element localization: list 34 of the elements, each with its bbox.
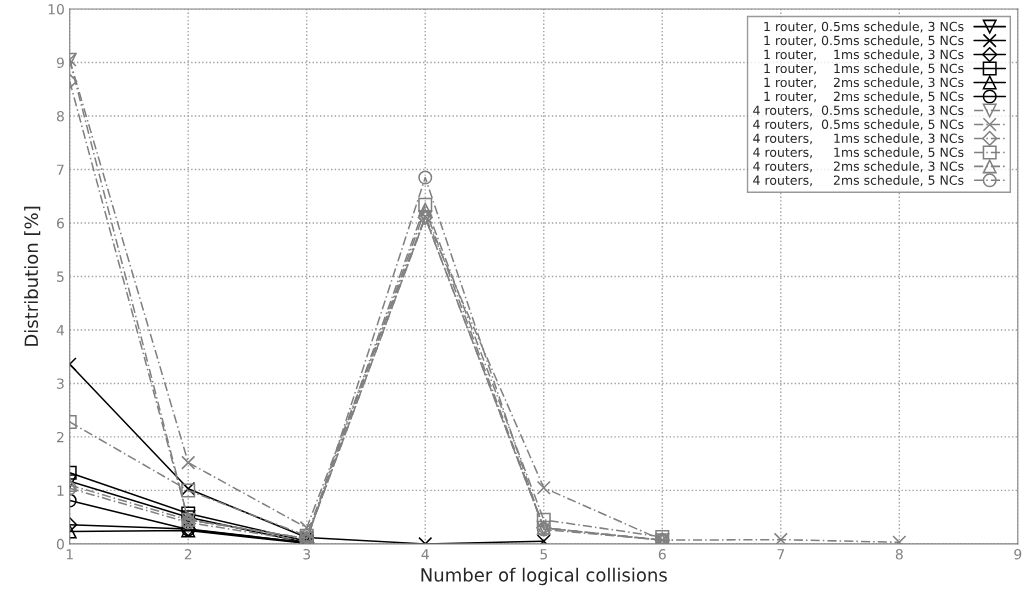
x-tick-label: 5 bbox=[540, 549, 547, 560]
x-tick-label: 3 bbox=[303, 549, 311, 560]
legend-label: 1 router, 0.5ms schedule, 5 NCs bbox=[764, 35, 964, 47]
y-tick-label: 3 bbox=[57, 378, 64, 389]
x-tick-label: 7 bbox=[777, 549, 785, 560]
x-tick-label: 8 bbox=[895, 549, 903, 560]
y-tick-label: 7 bbox=[57, 164, 64, 175]
legend-label: 4 routers, 0.5ms schedule, 5 NCs bbox=[753, 119, 964, 131]
legend-label: 1 router, 0.5ms schedule, 3 NCs bbox=[764, 21, 964, 33]
y-tick-label: 6 bbox=[56, 217, 64, 229]
x-tick-label: 2 bbox=[184, 549, 192, 560]
x-axis-title: Number of logical collisions bbox=[421, 567, 667, 586]
y-tick-label: 8 bbox=[56, 110, 64, 122]
y-tick-label: 5 bbox=[57, 271, 64, 282]
legend-label: 4 routers, 2ms schedule, 3 NCs bbox=[753, 161, 964, 173]
y-tick-label: 0 bbox=[56, 538, 64, 550]
y-tick-label: 10 bbox=[48, 3, 64, 15]
legend-label: 4 routers, 1ms schedule, 3 NCs bbox=[753, 133, 964, 145]
y-axis-title: Distribution [%] bbox=[24, 206, 41, 346]
x-tick-label: 4 bbox=[421, 549, 429, 560]
legend-label: 4 routers, 1ms schedule, 5 NCs bbox=[753, 147, 964, 159]
y-tick-label: 1 bbox=[57, 485, 64, 496]
legend-label: 1 router, 1ms schedule, 5 NCs bbox=[764, 63, 964, 75]
legend-label: 4 routers, 2ms schedule, 5 NCs bbox=[753, 175, 964, 187]
y-tick-label: 4 bbox=[56, 325, 65, 336]
legend-label: 1 router, 2ms schedule, 3 NCs bbox=[764, 77, 964, 89]
x-tick-label: 9 bbox=[1014, 549, 1022, 560]
legend-label: 1 router, 1ms schedule, 3 NCs bbox=[764, 49, 964, 61]
x-tick-label: 1 bbox=[66, 549, 73, 560]
x-tick-label: 6 bbox=[658, 549, 666, 560]
legend-label: 4 routers, 0.5ms schedule, 3 NCs bbox=[753, 105, 964, 117]
y-tick-label: 2 bbox=[57, 431, 64, 443]
legend-label: 1 router, 2ms schedule, 5 NCs bbox=[764, 91, 964, 103]
y-tick-label: 9 bbox=[56, 57, 64, 68]
